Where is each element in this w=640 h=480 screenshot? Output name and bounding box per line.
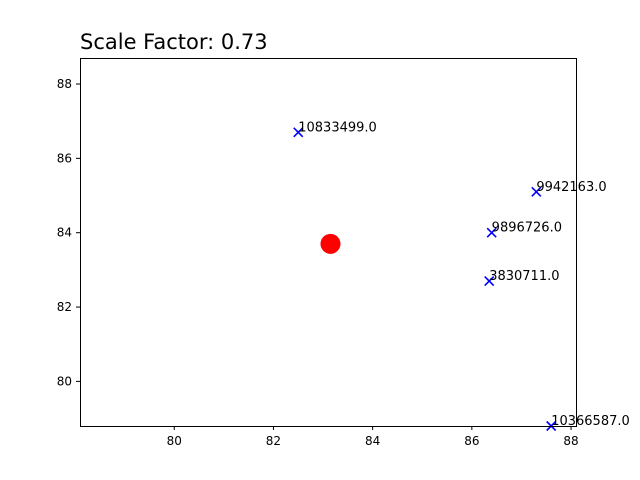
axes-frame xyxy=(80,58,577,427)
y-tick-label: 84 xyxy=(57,226,72,240)
x-tick-label: 86 xyxy=(464,434,479,448)
data-point-x-marker xyxy=(531,186,542,197)
data-point-label: 3830711.0 xyxy=(489,269,559,284)
data-point-x-marker xyxy=(293,127,304,138)
y-tick-label: 82 xyxy=(57,300,72,314)
y-tick-label: 86 xyxy=(57,151,72,165)
y-axis: 80 82 84 86 88 xyxy=(57,77,80,388)
x-tick-label: 84 xyxy=(365,434,380,448)
data-point-label: 9942163.0 xyxy=(536,180,606,195)
x-tick-label: 80 xyxy=(167,434,182,448)
data-point-label: 9896726.0 xyxy=(492,221,562,236)
x-axis: 80 82 84 86 88 xyxy=(167,426,579,448)
data-point-x-marker xyxy=(484,275,495,287)
y-tick-label: 88 xyxy=(57,77,72,91)
data-point-label: 10366587.0 xyxy=(551,414,630,429)
chart-title: Scale Factor: 0.73 xyxy=(80,30,268,54)
data-point-label: 10833499.0 xyxy=(298,120,377,135)
center-point-marker xyxy=(320,233,341,254)
x-tick-label: 88 xyxy=(563,434,578,448)
data-point-x-marker xyxy=(486,227,497,238)
x-tick-label: 82 xyxy=(266,434,281,448)
y-tick-label: 80 xyxy=(57,374,72,388)
data-marks: 10833499.0 9942163.0 9896726.0 3830711.0 103… xyxy=(293,120,630,432)
